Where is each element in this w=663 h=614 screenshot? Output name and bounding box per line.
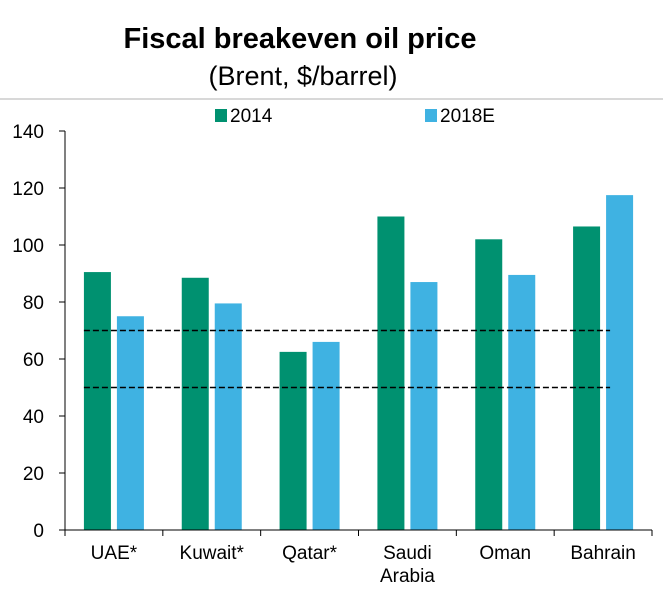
y-tick-label: 0 xyxy=(33,521,44,542)
y-tick-label: 120 xyxy=(12,179,44,200)
x-category-label: Kuwait* xyxy=(180,543,245,564)
x-category-label: UAE* xyxy=(91,543,138,564)
bar-2014-2 xyxy=(279,351,307,530)
bar-2014-5 xyxy=(573,226,601,530)
y-tick-label: 60 xyxy=(23,350,44,371)
legend-swatch-2018e xyxy=(425,109,437,122)
x-category-label: Arabia xyxy=(380,566,435,587)
y-axis: 0 20 40 60 80 100 120 140 xyxy=(12,122,66,542)
y-tick-label: 100 xyxy=(12,236,44,257)
x-category-label: Saudi xyxy=(383,543,432,564)
bar-2018e-2 xyxy=(312,341,340,530)
bar-2018e-0 xyxy=(116,316,144,530)
x-category-label: Qatar* xyxy=(282,543,338,564)
x-category-label: Oman xyxy=(479,543,531,564)
bar-2014-3 xyxy=(377,216,405,530)
y-tick-label: 140 xyxy=(12,122,44,143)
bar-2014-0 xyxy=(83,272,111,530)
bar-2018e-1 xyxy=(214,303,242,530)
chart-subtitle: (Brent, $/barrel) xyxy=(208,61,397,91)
bar-2014-1 xyxy=(181,277,209,530)
chart-title: Fiscal breakeven oil price xyxy=(123,23,476,55)
reference-lines xyxy=(83,329,611,389)
x-category-label: Bahrain xyxy=(570,543,636,564)
legend: 2014 2018E xyxy=(215,106,495,127)
bar-2014-4 xyxy=(475,239,503,531)
legend-label-2014: 2014 xyxy=(230,106,273,127)
y-tick-label: 20 xyxy=(23,464,44,485)
bar-2018e-3 xyxy=(410,282,438,530)
bar-2018e-4 xyxy=(508,274,536,530)
legend-label-2018e: 2018E xyxy=(440,106,495,127)
bar-2018e-5 xyxy=(606,195,634,530)
bars xyxy=(83,195,634,531)
y-tick-label: 40 xyxy=(23,407,44,428)
legend-swatch-2014 xyxy=(215,109,227,122)
y-tick-label: 80 xyxy=(23,293,44,314)
